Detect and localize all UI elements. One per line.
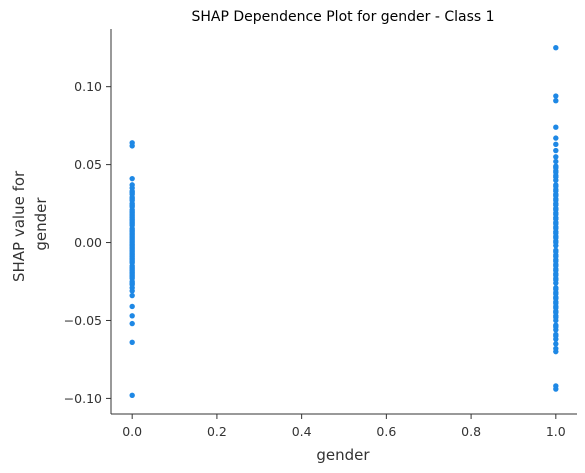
scatter-point [553, 286, 559, 292]
scatter-point [129, 255, 135, 261]
scatter-point [553, 386, 559, 392]
scatter-point [553, 333, 559, 339]
scatter-point [129, 339, 135, 345]
scatter-point [553, 202, 559, 208]
scatter-point [553, 267, 559, 274]
scatter-point [129, 143, 135, 149]
scatter-point [553, 263, 559, 269]
x-tick-label: 0.0 [122, 424, 142, 439]
scatter-point [553, 230, 559, 236]
scatter-point [553, 135, 559, 141]
scatter-point [553, 314, 559, 321]
chart-title: SHAP Dependence Plot for gender - Class … [191, 9, 494, 25]
x-tick-label: 0.6 [376, 424, 396, 439]
scatter-point [129, 271, 135, 277]
scatter-point [129, 196, 135, 202]
y-tick-label: −0.10 [64, 391, 102, 406]
scatter-point [553, 272, 559, 278]
scatter-point [553, 249, 559, 255]
x-tick-label: 1.0 [546, 424, 566, 439]
y-tick-label: −0.05 [64, 313, 102, 328]
scatter-point [553, 197, 559, 204]
scatter-point [553, 174, 559, 180]
scatter-point [553, 258, 559, 264]
y-tick-label: 0.00 [74, 235, 102, 250]
scatter-point [553, 211, 559, 218]
scatter-point [553, 341, 559, 347]
scatter-point [553, 165, 559, 171]
scatter-point [553, 207, 559, 213]
scatter-point [553, 239, 559, 246]
scatter-point [129, 280, 135, 286]
scatter-point [553, 158, 559, 165]
scatter-point [553, 305, 559, 311]
x-tick-label: 0.4 [292, 424, 312, 439]
scatter-point [129, 221, 135, 227]
scatter-point [129, 175, 135, 182]
y-axis-label-line-2: gender [32, 197, 50, 251]
scatter-point [129, 249, 135, 255]
scatter-point [553, 291, 559, 297]
scatter-point [553, 124, 559, 130]
y-axis-label: SHAP value for gender [10, 166, 50, 282]
scatter-point [129, 233, 135, 240]
scatter-point [129, 313, 135, 319]
scatter-point [553, 183, 559, 190]
scatter-point [129, 288, 135, 294]
scatter-point [553, 169, 559, 176]
scatter-point [129, 303, 135, 310]
x-tick-label: 0.2 [207, 424, 227, 439]
scatter-point [553, 348, 559, 355]
scatter-point [553, 141, 559, 148]
x-axis-label: gender [316, 446, 370, 464]
scatter-point [129, 189, 135, 196]
scatter-point [553, 193, 559, 199]
y-tick-label: 0.10 [74, 79, 102, 94]
scatter-point [129, 214, 135, 221]
scatter-point [553, 147, 559, 154]
y-axis-label-line-1: SHAP value for [10, 170, 28, 282]
scatter-point [129, 320, 135, 327]
x-tick-label: 0.8 [461, 424, 481, 439]
scatter-point [553, 45, 559, 51]
scatter-point [553, 324, 559, 330]
scatter-point [553, 309, 559, 316]
scatter-point [553, 188, 559, 194]
scatter-point [553, 235, 559, 241]
scatter-point [553, 277, 559, 283]
scatter-point [553, 225, 559, 232]
scatter-points [129, 45, 559, 398]
x-axis-ticks: 0.0 0.2 0.4 0.6 0.8 1.0 [122, 414, 566, 439]
y-tick-label: 0.05 [74, 157, 102, 172]
scatter-point [553, 253, 559, 260]
scatter-point [553, 300, 559, 307]
scatter-point [553, 154, 559, 160]
scatter-point [553, 216, 559, 222]
y-axis-ticks: −0.10 −0.05 0.00 0.05 0.10 [64, 79, 111, 406]
scatter-point [129, 264, 135, 271]
scatter-point [129, 292, 135, 299]
scatter-point [553, 93, 559, 99]
scatter-point [553, 98, 559, 104]
scatter-point [129, 202, 135, 208]
scatter-point [129, 392, 135, 398]
scatter-point [553, 295, 559, 302]
scatter-point [553, 221, 559, 227]
